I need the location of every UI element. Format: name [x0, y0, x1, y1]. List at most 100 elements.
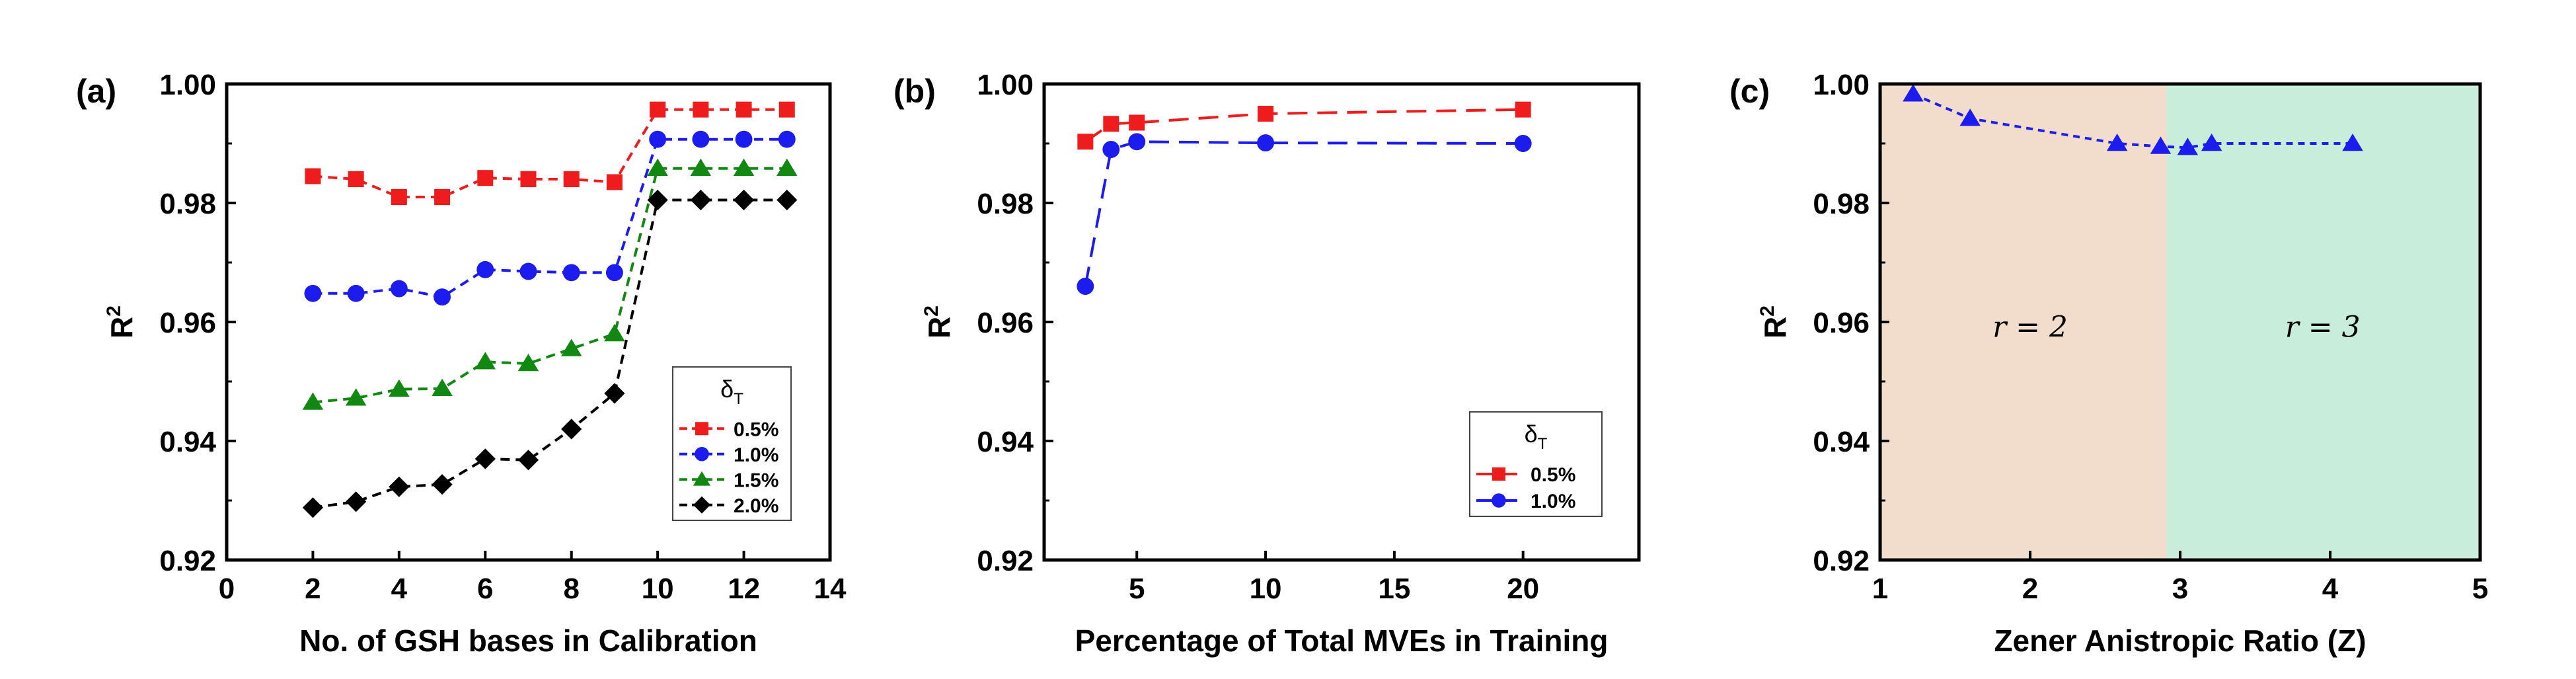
region-label: r = 3 — [2285, 311, 2361, 344]
data-point — [561, 419, 582, 440]
legend-label: 1.0% — [734, 444, 778, 466]
data-point — [777, 189, 798, 211]
legend-marker — [1492, 467, 1505, 481]
data-point — [1103, 116, 1119, 132]
x-axis-title: No. of GSH bases in Calibration — [299, 623, 757, 658]
legend-title-main: δ — [1525, 420, 1538, 448]
plot-frame — [1042, 82, 1641, 562]
data-point — [477, 170, 494, 186]
y-tick-label: 1.00 — [159, 69, 216, 101]
x-axis-title: Percentage of Total MVEs in Training — [1075, 623, 1609, 658]
data-point — [519, 262, 537, 280]
data-point — [1959, 108, 1981, 126]
data-point — [345, 388, 367, 406]
legend-title: δT — [720, 376, 743, 408]
series-line-1.0% — [1084, 140, 1523, 287]
data-point — [606, 174, 623, 190]
data-point — [432, 474, 453, 495]
y-axis-title-main: R — [922, 317, 956, 339]
data-point — [1515, 101, 1531, 118]
y-tick-label: 0.96 — [159, 307, 216, 339]
data-point — [434, 189, 451, 205]
y-axis-title: R2 — [103, 305, 139, 339]
series-line-1.0% — [313, 138, 787, 299]
data-point — [302, 497, 324, 518]
data-point — [1128, 133, 1146, 151]
data-point — [778, 101, 795, 118]
data-point — [735, 130, 753, 148]
data-point — [1102, 141, 1120, 158]
legend-box — [672, 366, 792, 521]
series-line-0.5% — [1084, 108, 1523, 143]
y-tick-label: 0.92 — [977, 545, 1034, 577]
x-tick-label: 5 — [1129, 573, 1145, 605]
panel-c: 1 2 3 4 5 0.92 0.94 0.96 0.98 1.00 r = 2 r = 3 (c) Ze… — [1729, 69, 2488, 658]
y-tick-label: 0.94 — [977, 426, 1034, 458]
data-point — [563, 171, 580, 187]
data-point — [733, 158, 755, 177]
legend-title: δT — [1525, 420, 1548, 453]
data-point — [1258, 106, 1274, 122]
data-point — [690, 189, 711, 211]
plot-frame — [1878, 82, 2482, 562]
x-tick-label: 6 — [477, 573, 493, 605]
x-tick-label: 1 — [1872, 573, 1888, 605]
data-point — [304, 284, 322, 302]
x-tick-label: 8 — [563, 573, 579, 605]
x-axis-title: Zener Anistropic Ratio (Z) — [1994, 623, 2366, 658]
legend-label: 0.5% — [734, 419, 778, 440]
x-tick-label: 2 — [2022, 573, 2038, 605]
data-point — [346, 491, 367, 512]
data-point — [389, 476, 410, 497]
legend-label: 1.0% — [1531, 491, 1575, 512]
data-point — [474, 352, 496, 370]
data-point — [1077, 278, 1094, 295]
y-tick-label: 0.94 — [159, 426, 216, 458]
region-shade — [1880, 84, 2167, 560]
x-tick-label: 20 — [1507, 573, 1539, 605]
data-point — [390, 280, 408, 298]
y-axis-title-main: R — [1758, 317, 1792, 339]
region-label: r = 2 — [1992, 311, 2068, 344]
y-tick-label: 0.96 — [1813, 307, 1870, 339]
y-axis-title-superscript: 2 — [103, 305, 125, 317]
plot-frame — [225, 82, 832, 562]
data-point — [777, 158, 798, 177]
x-tick-label: 12 — [728, 573, 760, 605]
panel-label: (c) — [1729, 73, 1770, 110]
x-tick-label: 10 — [642, 573, 674, 605]
data-point — [2342, 134, 2363, 151]
data-point — [560, 339, 582, 356]
data-point — [391, 189, 407, 205]
data-point — [389, 379, 410, 397]
legend-label: 0.5% — [1531, 464, 1575, 486]
data-point — [1129, 114, 1145, 131]
series-line-0.5% — [313, 108, 787, 198]
data-point — [517, 450, 539, 471]
data-point — [605, 264, 623, 282]
data-point — [736, 101, 752, 118]
region-shade — [2166, 84, 2480, 560]
data-point — [517, 354, 539, 372]
data-point — [647, 189, 668, 211]
panel-label: (b) — [893, 73, 936, 110]
y-tick-label: 0.92 — [1813, 545, 1870, 577]
legend-box — [1469, 411, 1603, 517]
data-point — [562, 264, 580, 282]
y-tick-label: 0.92 — [159, 545, 216, 577]
x-tick-label: 2 — [305, 573, 321, 605]
data-point — [604, 383, 625, 404]
data-point — [348, 171, 364, 187]
data-point — [520, 171, 537, 187]
data-point — [2177, 138, 2199, 155]
data-point — [733, 189, 755, 211]
x-tick-label: 15 — [1378, 573, 1410, 605]
data-point — [302, 392, 324, 410]
legend-marker — [695, 446, 709, 461]
data-point — [434, 288, 451, 306]
data-point — [347, 284, 365, 302]
data-point — [778, 130, 796, 148]
data-point — [1077, 134, 1094, 150]
legend-label: 1.5% — [734, 469, 778, 491]
data-point — [1257, 134, 1275, 152]
